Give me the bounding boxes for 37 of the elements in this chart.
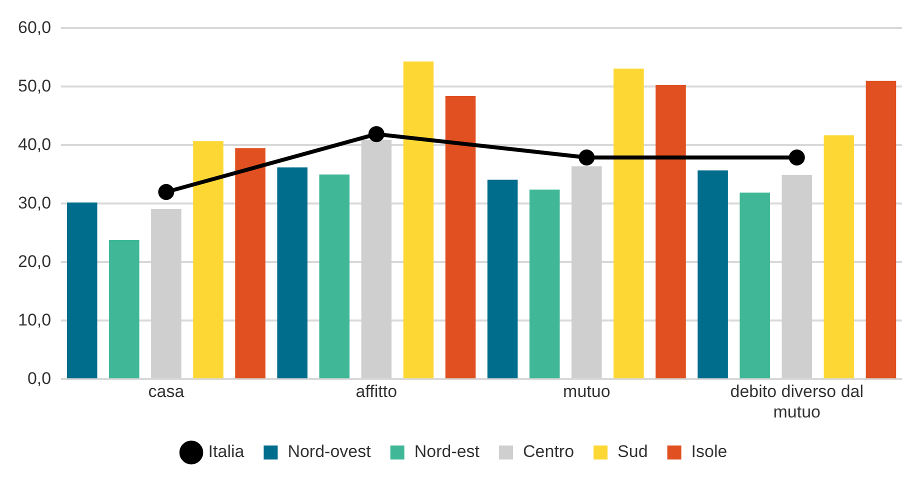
legend-label: Isole bbox=[691, 442, 728, 462]
legend-label: Nord-est bbox=[414, 442, 480, 462]
bar bbox=[824, 135, 854, 378]
y-tick-label: 20,0 bbox=[18, 252, 52, 271]
legend-label: Sud bbox=[618, 442, 648, 462]
bar bbox=[487, 180, 518, 378]
bar bbox=[656, 84, 686, 378]
bar bbox=[698, 170, 728, 378]
y-tick-label: 60,0 bbox=[18, 18, 52, 37]
point bbox=[788, 149, 805, 166]
legend-label: Nord-ovest bbox=[288, 442, 372, 462]
x-tick-label: affitto bbox=[356, 382, 398, 402]
x-tick-label: casa bbox=[148, 382, 185, 402]
bar bbox=[403, 62, 434, 378]
bar bbox=[319, 174, 350, 378]
bar bbox=[277, 167, 308, 378]
legend-label: Italia bbox=[208, 442, 245, 462]
bar bbox=[740, 192, 770, 378]
y-tick-label: 0,0 bbox=[27, 368, 52, 388]
bar bbox=[866, 80, 896, 378]
legend-label: Centro bbox=[523, 442, 574, 462]
point bbox=[368, 126, 384, 142]
bar bbox=[193, 141, 224, 378]
bar bbox=[66, 202, 98, 378]
y-tick-label: 10,0 bbox=[18, 310, 52, 330]
y-tick-label: 40,0 bbox=[18, 134, 52, 154]
bar bbox=[445, 96, 476, 378]
point bbox=[158, 184, 174, 200]
bar bbox=[614, 68, 644, 378]
y-tick-label: 30,0 bbox=[18, 193, 52, 212]
x-tick-label: debito diverso dal mutuo bbox=[730, 382, 864, 422]
bar bbox=[235, 148, 266, 378]
x-tick-label: mutuo bbox=[563, 382, 610, 402]
bar bbox=[109, 240, 140, 378]
bar bbox=[529, 190, 560, 378]
y-tick-label: 50,0 bbox=[18, 76, 52, 96]
point bbox=[578, 149, 595, 166]
